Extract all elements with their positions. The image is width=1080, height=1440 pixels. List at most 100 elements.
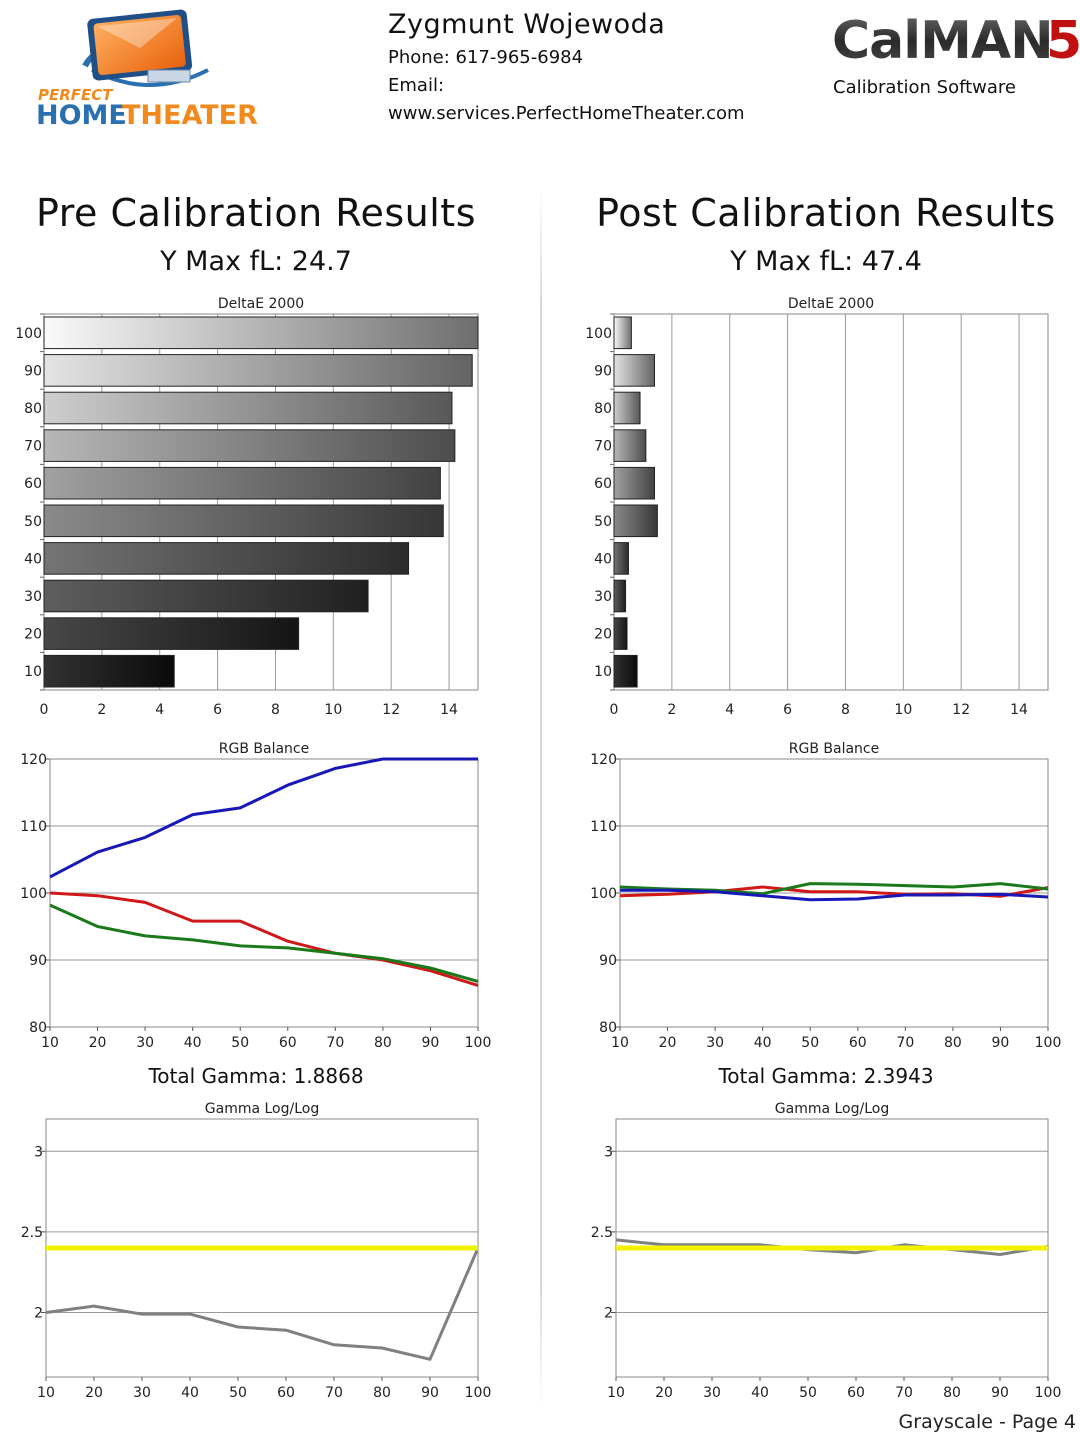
chart-title: DeltaE 2000 [218,296,304,312]
x-tick-label: 2 [667,702,676,718]
y-tick-label: 80 [594,401,612,417]
y-tick-label: 30 [594,589,612,605]
y-tick-label: 90 [29,953,47,969]
x-tick-label: 30 [136,1035,154,1051]
x-tick-label: 50 [229,1385,247,1401]
calman-logo: CalMAN 5 [832,11,1080,70]
x-tick-label: 60 [277,1385,295,1401]
x-tick-label: 30 [706,1035,724,1051]
x-tick-label: 80 [944,1035,962,1051]
column-separator [540,185,542,1410]
bar [613,316,632,350]
x-tick-label: 90 [422,1035,440,1051]
x-tick-label: 12 [952,702,970,718]
x-tick-label: 50 [231,1035,249,1051]
post-ymax: Y Max fL: 47.4 [730,246,922,277]
x-tick-label: 90 [991,1385,1009,1401]
y-tick-label: 110 [590,819,617,835]
y-tick-label: 20 [24,627,42,643]
plot-frame [619,758,1049,1028]
x-tick-label: 10 [894,702,912,718]
x-tick-label: 80 [373,1385,391,1401]
x-tick-label: 14 [440,702,458,718]
series-line-blue [620,888,1048,902]
post-gamma-chart: Gamma Log/Log 2 2.5 3 10 20 30 40 50 60 70 80 90 100 [591,1101,1062,1401]
x-tick-label: 70 [326,1035,344,1051]
y-tick-label: 60 [594,476,612,492]
x-tick-label: 10 [607,1385,625,1401]
perfect-home-theater-logo: PERFECT HOME THEATER [36,9,258,131]
bar [613,654,638,688]
contact-email: Email: [388,75,445,96]
contact-website[interactable]: www.services.PerfectHomeTheater.com [388,103,745,124]
y-tick-label: 100 [20,886,47,902]
logo-theater-text: THEATER [122,100,258,131]
x-tick-label: 40 [184,1035,202,1051]
bar [613,617,628,650]
calman-wordmark: CalMAN [832,11,1053,70]
x-tick-label: 60 [847,1385,865,1401]
bar [43,504,444,538]
bar [43,466,441,500]
y-tick-label: 40 [24,551,42,567]
x-tick-label: 8 [271,702,280,718]
y-tick-label: 90 [594,363,612,379]
y-tick-label: 30 [24,589,42,605]
y-tick-label: 40 [594,551,612,567]
x-tick-label: 90 [992,1035,1010,1051]
x-tick-label: 0 [610,702,619,718]
chart-title: Gamma Log/Log [775,1101,889,1117]
y-tick-label: 2 [604,1306,613,1322]
x-tick-label: 10 [324,702,342,718]
bar [43,617,300,650]
bar [613,391,641,425]
y-tick-label: 100 [585,326,612,342]
y-tick-label: 10 [24,664,42,680]
x-tick-label: 40 [754,1035,772,1051]
calman-version: 5 [1046,11,1080,70]
y-tick-label: 2 [34,1306,43,1322]
x-tick-label: 20 [89,1035,107,1051]
y-tick-label: 80 [24,401,42,417]
page-footer: Grayscale - Page 4 [898,1411,1076,1433]
pre-total-gamma: Total Gamma: 1.8868 [148,1064,364,1088]
y-tick-label: 2.5 [591,1225,613,1241]
x-tick-label: 6 [213,702,222,718]
x-tick-label: 80 [943,1385,961,1401]
chart-title: DeltaE 2000 [788,296,874,312]
bar [613,429,647,462]
bar [43,391,453,425]
chart-title: RGB Balance [789,741,879,757]
pre-title: Pre Calibration Results [35,191,477,235]
series-line-gamma_line [616,1238,1048,1256]
x-tick-label: 40 [751,1385,769,1401]
post-rgb-chart: RGB Balance 80 90 100 110 120 10 20 30 40 50 60 70 80… [590,741,1061,1051]
calman-subtitle: Calibration Software [833,77,1017,98]
x-tick-label: 10 [611,1035,629,1051]
x-tick-label: 70 [895,1385,913,1401]
x-tick-label: 100 [465,1035,492,1051]
x-tick-label: 12 [382,702,400,718]
x-tick-label: 30 [703,1385,721,1401]
x-tick-label: 30 [133,1385,151,1401]
post-deltae-chart: DeltaE 2000 0 2 4 6 8 10 12 14 100 90 80 70 60 50 40 30 2… [585,296,1049,718]
y-tick-label: 80 [599,1020,617,1036]
y-tick-label: 10 [594,664,612,680]
contact-phone: Phone: 617-965-6984 [388,47,584,68]
pre-rgb-chart: RGB Balance 80 90 100 110 120 10 20 30 40 50 60 70 80… [20,741,492,1051]
series-line-green [50,903,478,983]
y-tick-label: 120 [590,752,617,768]
y-tick-label: 80 [29,1020,47,1036]
x-tick-label: 10 [37,1385,55,1401]
y-tick-label: 90 [599,953,617,969]
y-tick-label: 70 [24,439,42,455]
x-tick-label: 50 [799,1385,817,1401]
x-tick-label: 60 [279,1035,297,1051]
y-tick-label: 90 [24,363,42,379]
y-tick-label: 3 [34,1144,43,1160]
x-tick-label: 6 [783,702,792,718]
y-tick-label: 50 [594,514,612,530]
x-tick-label: 40 [181,1385,199,1401]
x-tick-label: 20 [659,1035,677,1051]
bar [43,354,473,387]
